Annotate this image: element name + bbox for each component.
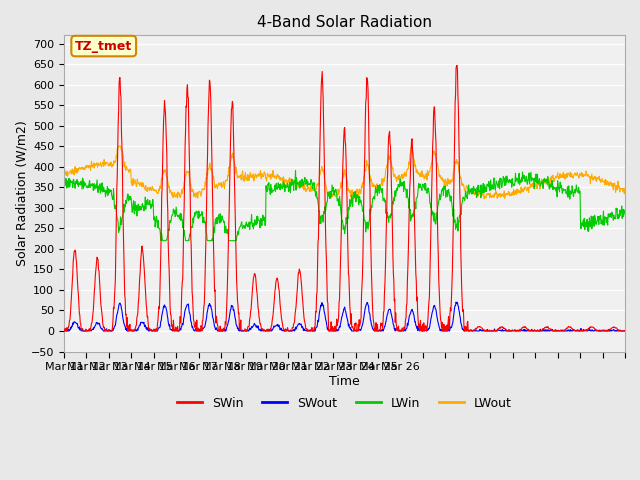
Title: 4-Band Solar Radiation: 4-Band Solar Radiation: [257, 15, 432, 30]
X-axis label: Time: Time: [329, 375, 360, 388]
Text: TZ_tmet: TZ_tmet: [75, 39, 132, 53]
Y-axis label: Solar Radiation (W/m2): Solar Radiation (W/m2): [15, 120, 28, 266]
Legend: SWin, SWout, LWin, LWout: SWin, SWout, LWin, LWout: [172, 392, 517, 415]
